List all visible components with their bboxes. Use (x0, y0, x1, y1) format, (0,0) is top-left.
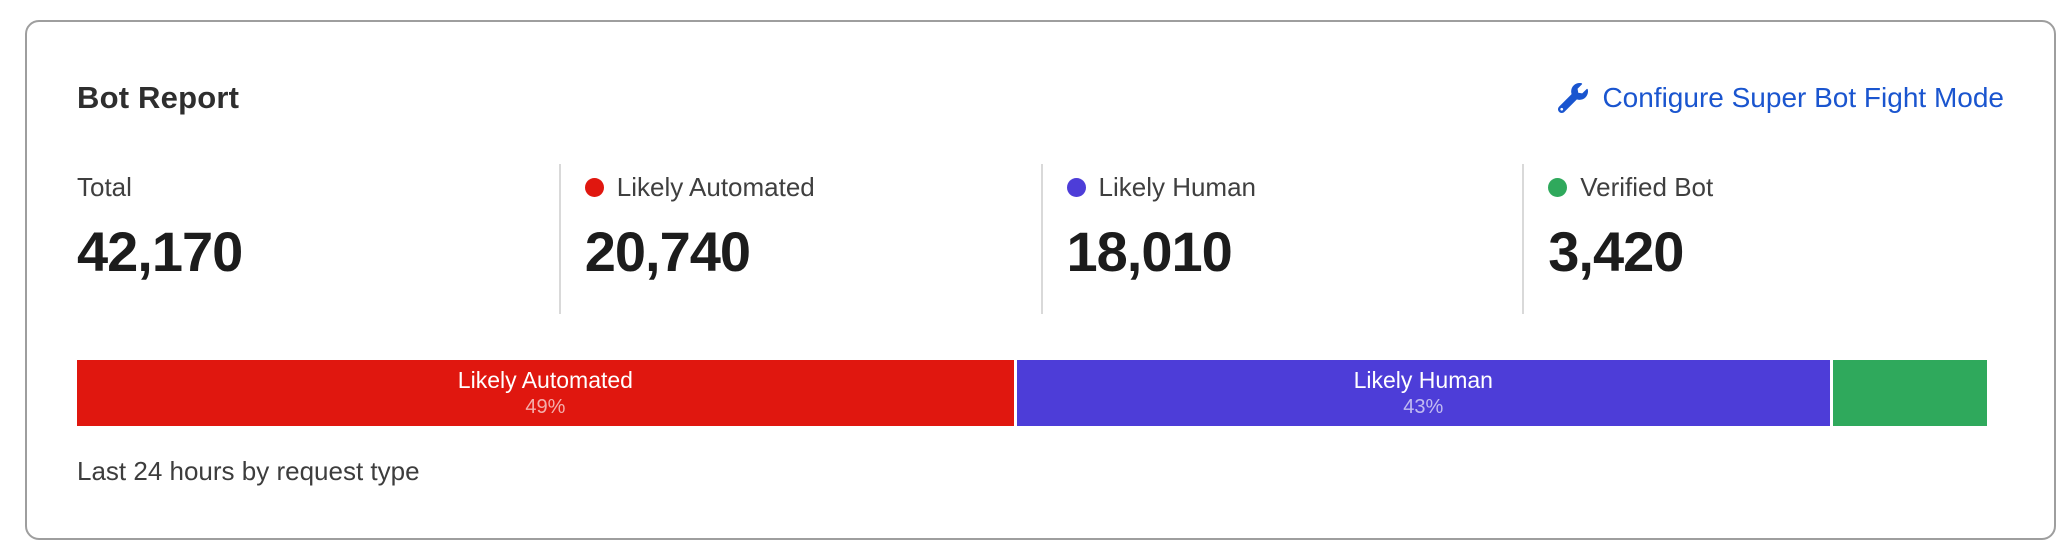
stat-label: Likely Automated (616, 172, 815, 202)
stats-row: Total 42,170 Likely Automated 20,740 Lik… (77, 164, 2004, 314)
verified-bot-dot-icon (1548, 178, 1568, 197)
stacked-bar: Likely Automated 49% Likely Human 43% (77, 360, 1987, 426)
bot-report-card: Bot Report Configure Super Bot Fight Mod… (25, 20, 2056, 540)
stat-likely-automated: Likely Automated 20,740 (558, 164, 1041, 314)
bar-segment-likely-automated: Likely Automated 49% (77, 360, 1014, 426)
stat-value: 42,170 (77, 220, 243, 283)
stat-value: 3,420 (1548, 220, 1684, 283)
configure-link-label: Configure Super Bot Fight Mode (1602, 82, 2004, 113)
configure-super-bot-fight-mode-link[interactable]: Configure Super Bot Fight Mode (1558, 82, 2004, 114)
stat-likely-human: Likely Human 18,010 (1040, 164, 1523, 314)
stat-label: Likely Human (1098, 172, 1257, 202)
stat-label: Verified Bot (1580, 172, 1714, 202)
bar-segment-percent: 49% (525, 395, 566, 418)
bar-segment-likely-human: Likely Human 43% (1016, 360, 1830, 426)
stat-total: Total 42,170 (77, 164, 559, 314)
bar-segment-label: Likely Human (1353, 367, 1493, 394)
chart-caption: Last 24 hours by request type (77, 456, 420, 486)
stat-label: Total (77, 172, 132, 202)
bar-segment-percent: 43% (1403, 395, 1444, 418)
stat-value: 18,010 (1066, 220, 1233, 283)
likely-human-dot-icon (1066, 178, 1086, 197)
wrench-icon (1558, 83, 1589, 113)
bar-segment-verified-bot (1832, 360, 1987, 426)
bar-segment-label: Likely Automated (457, 367, 633, 394)
stat-value: 20,740 (584, 220, 751, 283)
card-header: Bot Report Configure Super Bot Fight Mod… (77, 80, 2004, 116)
page-title: Bot Report (77, 80, 240, 115)
likely-automated-dot-icon (584, 178, 604, 197)
stat-verified-bot: Verified Bot 3,420 (1522, 164, 2004, 314)
